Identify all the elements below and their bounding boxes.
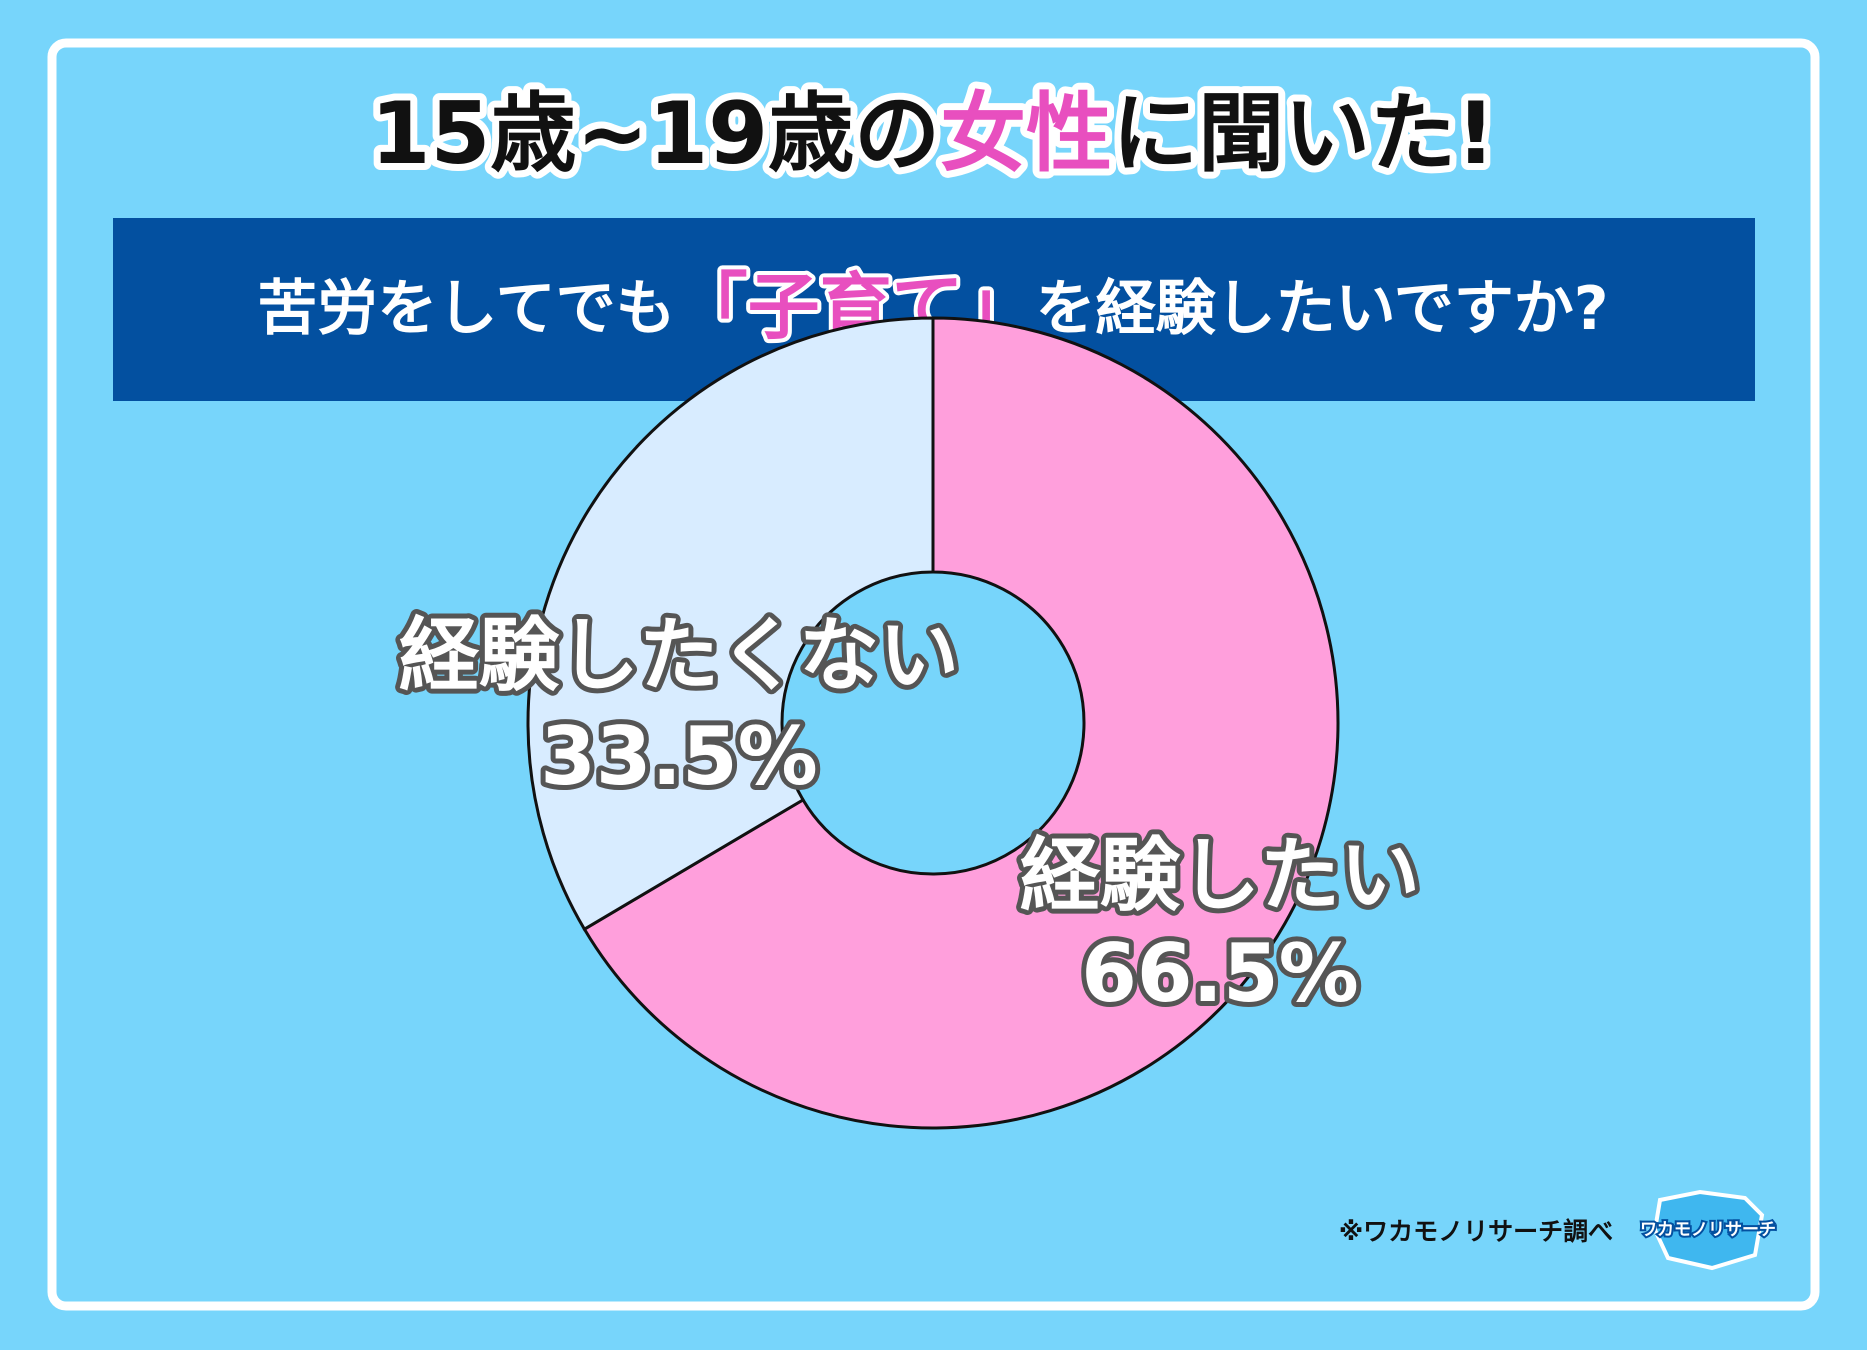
- logo-badge: [1652, 1189, 1765, 1271]
- title-part: に聞いた!: [1112, 84, 1495, 184]
- title-part: 女性: [940, 84, 1112, 184]
- value-label: 66.5%: [1081, 927, 1359, 1020]
- donut-segment: [526, 316, 935, 932]
- subtitle-part: 苦労をしてでも: [257, 274, 675, 344]
- chart-title: 15歳~19歳の女性に聞いた!: [371, 84, 1496, 184]
- category-label: 経験したい: [1020, 829, 1420, 922]
- subtitle-part: を経験したいですか?: [1036, 274, 1609, 344]
- logo: ワカモノリサーチ: [1638, 1189, 1778, 1271]
- value-label: 33.5%: [540, 710, 818, 803]
- source-note: ※ワカモノリサーチ調べ: [1339, 1217, 1613, 1246]
- logo-text: ワカモノリサーチ: [1640, 1220, 1776, 1240]
- category-label: 経験したくない: [399, 609, 959, 702]
- title-part: 15歳~19歳の: [371, 84, 940, 184]
- donut-segment: [582, 316, 1340, 1130]
